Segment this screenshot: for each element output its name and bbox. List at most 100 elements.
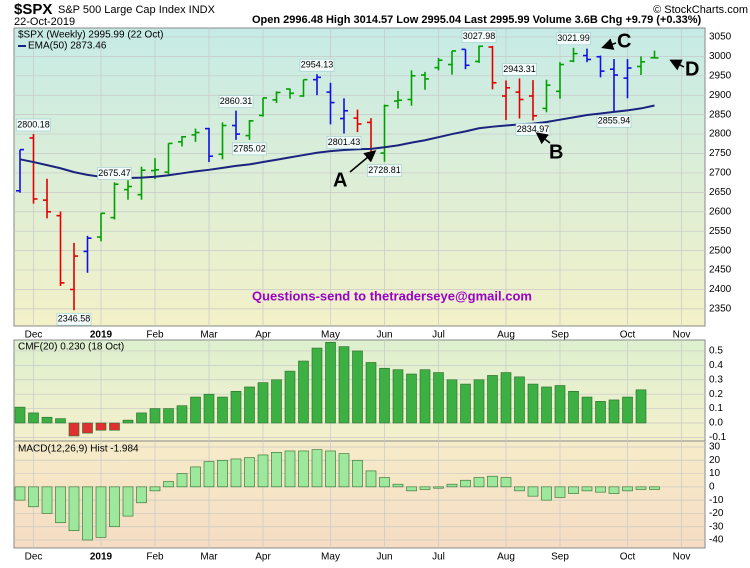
bar	[635, 486, 647, 490]
x-tick-label: 2019	[90, 552, 113, 563]
price-label: 2785.02	[233, 143, 266, 153]
price-label: 2954.13	[301, 60, 334, 70]
bar	[635, 389, 647, 424]
y-tick-label: -30	[709, 521, 724, 532]
label-box	[299, 58, 335, 72]
bar	[176, 405, 188, 424]
bar	[68, 422, 80, 437]
bar	[244, 457, 255, 488]
x-tick-label: Jun	[376, 330, 392, 341]
label-box	[556, 32, 591, 46]
legend-macd: MACD(12,26,9) Hist -1.984	[18, 444, 139, 455]
bar	[433, 372, 444, 424]
x-tick-label: Sep	[551, 330, 569, 341]
bar	[122, 419, 134, 424]
x-tick-label: Nov	[673, 330, 691, 341]
bar	[298, 450, 309, 488]
x-tick-label: Dec	[25, 330, 43, 341]
bar	[176, 473, 188, 488]
x-tick-label: Jun	[376, 552, 392, 563]
bar	[41, 416, 53, 424]
label-box	[326, 136, 362, 149]
bar	[379, 477, 390, 488]
bar	[622, 486, 633, 492]
bar	[109, 486, 120, 528]
bar	[136, 412, 147, 424]
x-tick-label: Aug	[497, 330, 515, 341]
bar	[527, 383, 539, 424]
bar	[55, 486, 66, 524]
bar	[338, 346, 350, 424]
bar	[311, 449, 323, 488]
bar	[244, 386, 255, 424]
bar	[487, 475, 498, 488]
x-tick-label: Apr	[255, 330, 271, 341]
bar	[136, 486, 147, 504]
y-tick-label: 2500	[709, 245, 732, 256]
bar	[271, 451, 282, 488]
bar	[68, 486, 80, 532]
y-tick-label: 10	[709, 468, 721, 479]
x-tick-label: Oct	[620, 330, 636, 341]
bar	[608, 399, 620, 424]
price-label: 2728.81	[368, 165, 401, 175]
bar	[284, 370, 296, 424]
annotation: C	[617, 30, 631, 52]
bar	[446, 483, 458, 488]
price-label: 3027.98	[463, 31, 496, 41]
bar	[595, 401, 606, 424]
arrow	[349, 150, 377, 173]
y-tick-label: 2900	[709, 90, 732, 101]
bar	[163, 481, 174, 488]
bar	[230, 390, 242, 424]
bar	[365, 362, 377, 424]
label-box	[16, 118, 51, 132]
bar	[325, 450, 336, 488]
bar	[41, 486, 53, 514]
y-tick-label: 2800	[709, 129, 732, 140]
price-label: 2855.94	[598, 116, 631, 126]
bar	[352, 350, 363, 424]
x-tick-label: Dec	[25, 552, 43, 563]
bar	[325, 342, 336, 424]
annotation: A	[333, 169, 347, 191]
x-tick-label: Feb	[146, 552, 164, 563]
bar	[230, 458, 242, 488]
label-box	[218, 95, 254, 108]
annotation: D	[685, 58, 699, 80]
bar	[487, 375, 498, 424]
bar	[473, 477, 485, 488]
x-tick-label: Apr	[255, 552, 271, 563]
y-tick-label: 2600	[709, 206, 732, 217]
bar	[352, 459, 363, 488]
bar	[149, 408, 161, 424]
bar	[82, 486, 93, 541]
y-tick-label: 2450	[709, 265, 732, 276]
y-tick-label: -40	[709, 535, 724, 546]
bar	[419, 369, 431, 424]
y-tick-label: 0.3	[709, 374, 723, 385]
x-tick-label: Jul	[432, 330, 445, 341]
price-label: 3021.99	[557, 33, 590, 43]
x-tick-label: Mar	[200, 552, 218, 563]
bar	[622, 396, 633, 424]
bar	[284, 450, 296, 488]
index-name: S&P 500 Large Cap Index INDX	[58, 4, 216, 16]
price-label: 2675.47	[98, 168, 131, 178]
y-tick-label: 3000	[709, 51, 732, 62]
bar	[527, 486, 539, 497]
bar	[55, 418, 66, 424]
bar	[460, 479, 471, 488]
bar	[311, 347, 323, 424]
symbol: $SPX	[14, 1, 52, 18]
y-tick-label: 0.5	[709, 346, 723, 357]
bar	[554, 486, 566, 498]
x-tick-label: Mar	[200, 330, 218, 341]
bar	[568, 390, 579, 424]
label-box	[461, 30, 497, 43]
bar	[554, 385, 566, 424]
plot-layer: 2350 2400 2450 2500 2550 2600 2650 2700 2750 2800…	[14, 28, 732, 563]
bar	[95, 486, 107, 538]
bar	[257, 454, 269, 488]
bar	[649, 486, 660, 490]
